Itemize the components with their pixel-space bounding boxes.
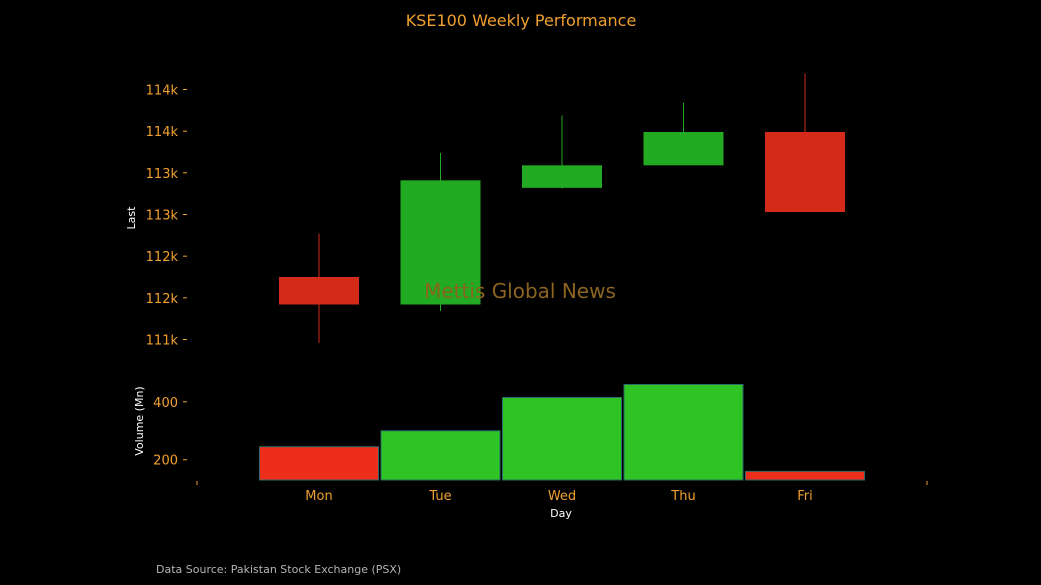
data-source-note: Data Source: Pakistan Stock Exchange (PS… [156,563,401,576]
price-tick-label: 112k [146,292,179,307]
x-tick-label: Tue [428,489,451,504]
volume-bar [745,470,865,481]
candle-body [765,132,845,212]
price-tick-label: 113k [146,167,179,182]
volume-tick-label: 200 [153,454,178,469]
candle-body [279,277,359,305]
volume-bar [502,397,622,481]
price-tick-label: 111k [146,334,179,349]
candle-body [522,165,602,188]
x-tick-label: Thu [670,489,695,504]
x-tick-label: Mon [305,489,332,504]
price-tick-label: 114k [146,84,179,99]
volume-bar [259,446,379,481]
x-axis: Mon Tue Wed Thu Fri [196,481,928,504]
x-axis-label: Day [550,507,572,520]
x-tick-label: Fri [797,489,813,504]
price-axis-label: Last [125,206,138,230]
candle-body [643,132,724,166]
watermark: Mettis Global News [424,279,616,303]
volume-tick-label: 400 [153,396,178,411]
price-tick-label: 114k [146,125,179,140]
candlesticks [279,73,845,343]
price-tick-label: 112k [146,250,179,265]
volume-axis-label: Volume (Mn) [133,386,146,455]
price-tick-label: 113k [146,209,179,224]
volume-bar [623,383,744,481]
volume-bar [380,430,501,481]
price-axis: 111k 112k 112k 113k 113k 114k 114k [146,84,187,349]
candle-body [400,180,481,305]
volume-axis: 200 400 [153,396,187,469]
chart-title: KSE100 Weekly Performance [406,11,637,30]
x-tick-label: Wed [548,489,576,504]
volume-bars [259,383,865,481]
